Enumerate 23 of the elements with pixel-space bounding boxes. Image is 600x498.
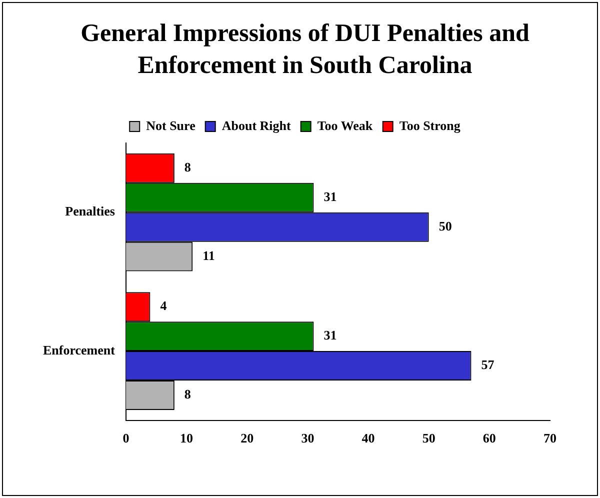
data-label: 31 [324, 328, 337, 343]
x-tick-label: 60 [482, 430, 496, 446]
x-tick-label: 30 [301, 430, 314, 446]
x-tick-label: 70 [544, 430, 556, 446]
data-label: 11 [202, 248, 215, 263]
legend-label: Too Weak [317, 118, 374, 133]
x-tick-label: 40 [362, 430, 375, 446]
legend-label: Too Strong [399, 118, 461, 133]
data-label: 8 [184, 386, 192, 402]
data-label: 50 [438, 218, 452, 234]
legend-label: Not Sure [146, 118, 196, 133]
y-tick-label: Penalties [65, 204, 115, 219]
data-label: 31 [324, 188, 337, 204]
legend-label: About Right [222, 118, 292, 133]
data-label: 8 [184, 160, 192, 174]
x-tick-label: 10 [180, 430, 194, 446]
x-tick-label: 50 [422, 430, 436, 446]
chart-title: General Impressions of DUI Penalties and Enforcement in South Carolina [80, 19, 530, 81]
y-tick-label: Enforcement [42, 342, 116, 358]
data-label: 57 [481, 357, 495, 372]
x-tick-label: 0 [122, 430, 130, 446]
x-tick-label: 20 [240, 430, 254, 446]
data-label: 4 [160, 298, 168, 314]
